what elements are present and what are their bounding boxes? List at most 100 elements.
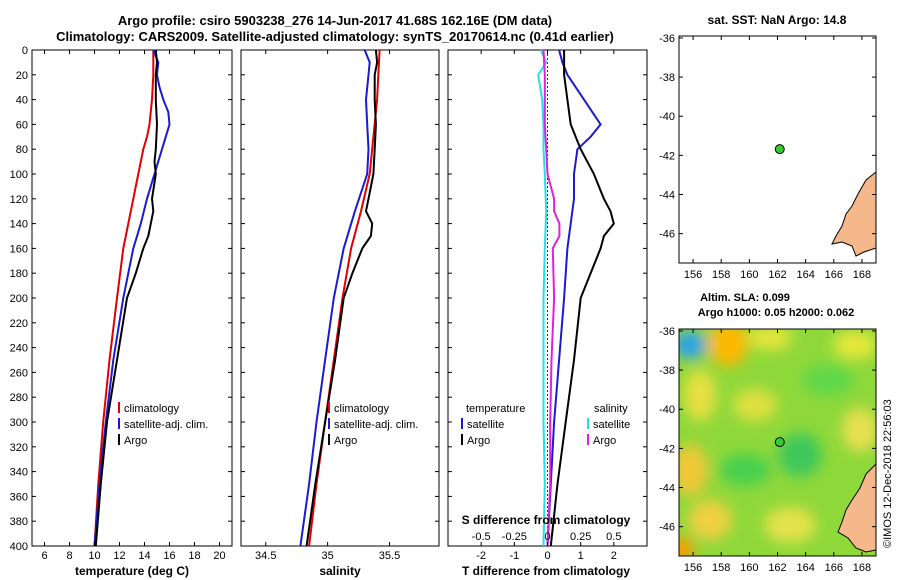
lon-tick-label: 162 (768, 269, 786, 281)
legend-argo-label: Argo (124, 435, 147, 447)
difference-plot: -2 -1 0 1 2 -0.5 -0.25 0 0.25 0.5 (472, 49, 621, 562)
depth-tick-label: 160 (10, 243, 28, 255)
imos-watermark: ©IMOS 12-Dec-2018 22:56:03 (882, 399, 894, 548)
x-tick-label: 18 (188, 550, 200, 562)
salinity-panel-frame (240, 49, 440, 547)
s-difference-xlabel: S difference from climatology (462, 513, 631, 527)
lat-tick-label: -38 (659, 72, 675, 84)
temperature-xlabel: temperature (deg C) (75, 564, 189, 578)
depth-tick-label: 180 (10, 268, 28, 280)
legend-climatology-label: climatology (334, 403, 390, 415)
salinity-legend: climatology satellite-adj. clim. Argo (328, 402, 418, 447)
t-difference-xlabel: T difference from climatology (462, 564, 630, 578)
series-line-argo (94, 49, 159, 547)
depth-tick-label: 320 (10, 442, 28, 454)
lat-tick-label: -36 (659, 326, 675, 338)
series-line-satellite-adj-clim- (93, 49, 171, 547)
legend-t-argo-label: Argo (467, 435, 490, 447)
series-line-satellite-adj-clim- (299, 49, 371, 547)
temperature-plot: 6 8 10 12 14 16 18 20 (41, 49, 226, 562)
x-tick-label: 1 (578, 550, 584, 562)
x-tick-label: 8 (66, 550, 72, 562)
depth-tick-label: 340 (10, 467, 28, 479)
depth-tick-label: 200 (10, 293, 28, 305)
sst-map-land (831, 171, 876, 257)
lat-tick-label: -44 (659, 190, 675, 202)
lon-tick-label: 160 (740, 562, 758, 574)
depth-tick-label: 280 (10, 392, 28, 404)
lat-tick-label: -40 (659, 111, 675, 123)
legend-s-argo-label: Argo (593, 435, 616, 447)
x-tick-label: 2 (611, 550, 617, 562)
lat-tick-label: -46 (659, 229, 675, 241)
lon-tick-label: 158 (712, 562, 730, 574)
depth-tick-label: 60 (16, 119, 28, 131)
depth-tick-label: 100 (10, 169, 28, 181)
sla-map-title: Altim. SLA: 0.099 (700, 292, 790, 304)
depth-tick-label: 380 (10, 516, 28, 528)
lon-tick-label: 156 (684, 269, 702, 281)
lat-tick-label: -38 (659, 365, 675, 377)
depth-tick-label: 40 (16, 95, 28, 107)
legend-temperature-heading: temperature (466, 403, 525, 415)
depth-tick-label: 260 (10, 367, 28, 379)
x-tick-label: 0 (544, 550, 550, 562)
sla-blobs (679, 329, 876, 556)
sla-map-subtitle: Argo h1000: 0.05 h2000: 0.062 (698, 307, 855, 319)
new-zealand-coast (837, 463, 876, 553)
sst-map-title: sat. SST: NaN Argo: 14.8 (708, 13, 847, 27)
legend-salinity-heading: salinity (594, 403, 628, 415)
lat-tick-label: -42 (659, 150, 675, 162)
x-tick-label: 20 (213, 550, 225, 562)
x-tick-label: 34.5 (255, 550, 276, 562)
x-tick-label: 10 (88, 550, 100, 562)
lon-tick-label: 164 (796, 269, 814, 281)
depth-tick-label: 220 (10, 318, 28, 330)
depth-tick-label: 120 (10, 194, 28, 206)
lat-tick-label: -36 (659, 33, 675, 45)
x-tick-label: 12 (113, 550, 125, 562)
lon-tick-label: 168 (853, 269, 871, 281)
s-tick-label: 0.5 (606, 531, 621, 543)
lon-tick-label: 160 (740, 269, 758, 281)
legend-argo-label: Argo (334, 435, 357, 447)
s-tick-label: 0.25 (570, 531, 591, 543)
difference-temperature-legend: temperature satellite Argo (461, 403, 525, 447)
x-tick-label: 35.5 (379, 550, 400, 562)
legend-s-satellite-label: satellite (593, 419, 630, 431)
difference-salinity-legend: salinity satellite Argo (587, 403, 630, 447)
depth-tick-label: 300 (10, 417, 28, 429)
x-tick-label: 16 (163, 550, 175, 562)
sla-map-axes: 156 158 160 162 164 166 168 -36 -38 -40 -42 -44 -46 (659, 326, 876, 574)
salinity-xlabel: salinity (319, 564, 361, 578)
depth-tick-label: 80 (16, 144, 28, 156)
depth-axis: 0 20 40 60 80 100 120 140 160 180 200 220 240 260 280 3… (10, 45, 647, 553)
sla-map-field (679, 329, 876, 556)
sst-map-axes: 156 158 160 162 164 166 168 -36 -38 -40 -42 -44 -46 (659, 33, 876, 281)
s-tick-label: -0.5 (472, 531, 491, 543)
depth-tick-label: 240 (10, 343, 28, 355)
lon-tick-label: 166 (825, 562, 843, 574)
lon-tick-label: 158 (712, 269, 730, 281)
new-zealand-coast (831, 171, 876, 257)
legend-satellite-label: satellite-adj. clim. (334, 419, 418, 431)
lon-tick-label: 156 (684, 562, 702, 574)
s-tick-label: 0 (544, 531, 550, 543)
legend-t-satellite-label: satellite (467, 419, 504, 431)
lon-tick-label: 168 (853, 562, 871, 574)
x-tick-label: 6 (41, 550, 47, 562)
legend-climatology-label: climatology (124, 403, 180, 415)
depth-tick-label: 20 (16, 70, 28, 82)
depth-tick-label: 140 (10, 219, 28, 231)
series-line-t-argo (549, 50, 615, 547)
series-line-s-satellite (537, 49, 548, 547)
lat-tick-label: -46 (659, 522, 675, 534)
argo-location-marker (774, 437, 785, 448)
lon-tick-label: 164 (796, 562, 814, 574)
series-line-s-argo (542, 49, 561, 547)
x-tick-label: -2 (476, 550, 486, 562)
lat-tick-label: -42 (659, 443, 675, 455)
series-line-t-satellite (546, 49, 602, 547)
lon-tick-label: 162 (768, 562, 786, 574)
